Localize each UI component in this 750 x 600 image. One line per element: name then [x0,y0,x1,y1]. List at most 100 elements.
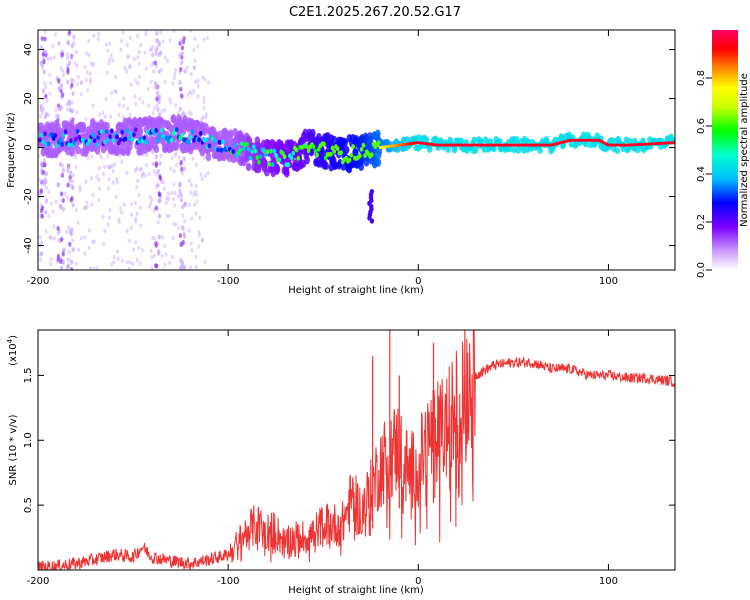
noise-dot [108,164,112,170]
noise-dot [73,154,77,160]
noise-streak-dot [179,197,183,203]
noise-dot [172,168,176,174]
noise-streak-dot [69,197,73,203]
noise-dot [151,150,155,156]
spectrum-core [91,132,95,138]
noise-streak-dot [60,172,65,178]
spectrum-core [253,148,258,154]
spectrum-halo [375,158,382,167]
noise-dot [90,154,94,160]
noise-dot [202,99,206,105]
noise-dot [110,262,114,267]
noise-dot [87,228,91,233]
spectrum-halo [182,115,188,124]
noise-streak-dot [70,78,74,84]
spectrum-core [46,141,51,147]
spectrum-core [212,138,217,144]
noise-dot [108,41,112,46]
spectrum-core [250,149,254,155]
x-tick-label: 100 [599,576,618,587]
spectrum-halo [323,161,329,171]
noise-dot [82,235,86,240]
noise-dot [173,152,177,158]
spectrum-core [180,132,184,138]
spectrum-core [359,146,364,152]
noise-dot [60,68,64,74]
spectrum-halo [358,162,365,172]
noise-dot [49,80,53,86]
noise-streak-dot [178,80,182,86]
noise-streak-dot [156,106,160,112]
noise-streak-dot [70,267,74,270]
noise-dot [74,261,78,266]
noise-dot [52,224,56,229]
noise-dot [79,235,83,241]
noise-streak-dot [66,263,70,269]
noise-dot [156,220,160,225]
noise-streak-dot [154,161,159,167]
noise-dot [192,47,196,53]
noise-streak-dot [41,169,45,175]
noise-dot [203,173,207,179]
noise-dot [189,241,193,246]
spectrum-halo [591,141,598,149]
spectrum-halo [458,137,465,145]
noise-dot [194,254,198,260]
noise-dot [72,34,76,39]
noise-streak-dot [43,36,47,42]
noise-dot [77,247,81,252]
noise-dot [194,183,198,189]
noise-dot [49,56,53,61]
spectrum-halo [80,121,87,131]
spectrum-core [58,137,63,143]
noise-dot [89,79,93,85]
spectrum-core [104,129,109,135]
noise-dot [139,166,143,171]
noise-dot [73,61,77,66]
noise-dot [196,44,200,49]
noise-streak-dot [69,170,73,176]
spectrum-halo [511,146,518,154]
spectrum-core [120,129,124,135]
spectrum-core [296,155,301,161]
noise-streak-dot [61,259,65,265]
noise-streak-dot [39,188,44,194]
noise-streak-dot [67,60,72,66]
noise-dot [128,260,132,265]
noise-streak-dot [178,182,182,188]
noise-dot [206,80,210,85]
noise-dot [149,79,153,84]
noise-dot [117,217,121,222]
noise-dot [131,261,135,266]
noise-dot [160,109,164,114]
spectrum-core [197,137,201,143]
noise-dot [203,155,207,160]
noise-dot [128,238,132,244]
noise-streak-dot [71,202,75,208]
spectrum-core [190,129,195,134]
noise-dot [67,225,71,230]
noise-streak-dot [59,191,64,197]
spectrum-core [157,134,162,139]
noise-streak-dot [155,183,159,189]
noise-dot [125,260,129,265]
spectrum-core [154,128,159,133]
noise-dot [67,249,71,255]
snr-y-label: SNR (10 * v/v) [8,414,19,485]
noise-streak-dot [71,185,75,191]
noise-streak-dot [181,225,185,231]
spectrum-core [246,146,251,152]
spectrum-core [142,135,147,141]
noise-streak-dot [68,178,72,184]
noise-dot [108,57,112,62]
spectrum-core [118,137,123,143]
noise-dot [173,191,177,196]
noise-streak-dot [61,198,65,204]
spectrum-core [270,162,275,167]
noise-streak-dot [181,204,185,210]
noise-dot [190,216,194,221]
noise-dot [171,235,175,241]
spectrum-core [351,144,355,149]
noise-dot [157,69,161,74]
noise-dot [143,50,147,55]
